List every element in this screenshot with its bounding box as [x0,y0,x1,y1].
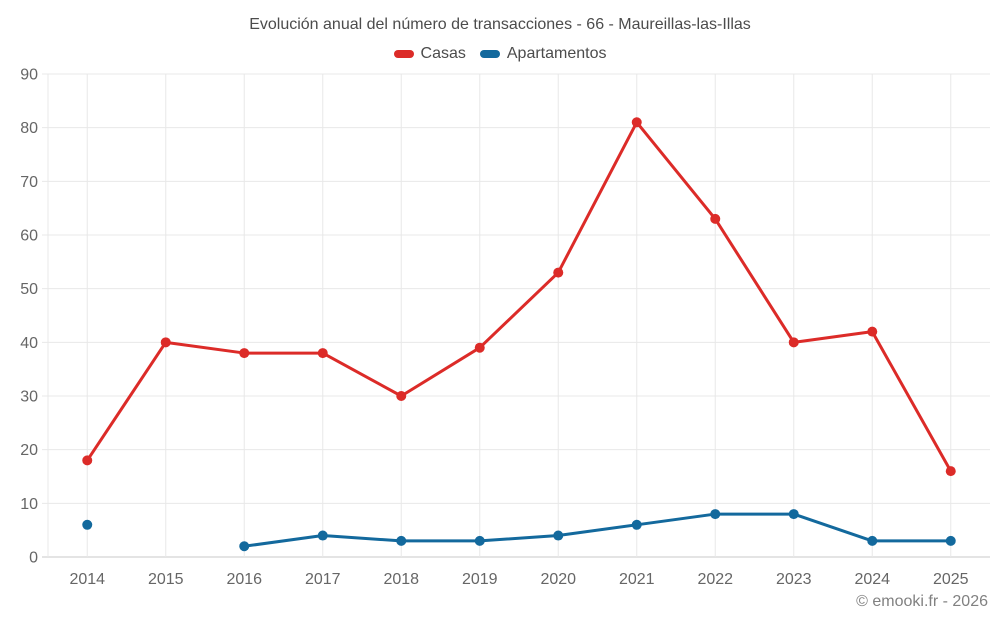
y-tick-label: 30 [20,389,38,406]
y-tick-label: 20 [20,442,38,459]
casas-series-marker [393,50,414,58]
legend-label-casas: Casas [420,45,466,62]
chart-title: Evolución anual del número de transaccio… [249,16,751,33]
series-line-apartamentos [242,512,953,548]
data-point-casas-2021 [631,117,642,128]
data-point-casas-2019 [474,342,485,353]
data-point-casas-2025 [945,466,956,477]
x-tick-label: 2025 [933,571,969,588]
y-tick-label: 40 [20,335,38,352]
x-tick-label: 2017 [305,571,341,588]
data-point-casas-2022 [710,213,721,224]
x-tick-label: 2022 [697,571,733,588]
data-point-casas-2023 [788,337,799,348]
data-point-apartamentos-2016 [239,541,250,552]
data-point-casas-2014 [82,455,93,466]
data-point-apartamentos-2014 [82,519,93,530]
data-point-casas-2015 [160,337,171,348]
data-point-apartamentos-2017 [317,530,328,541]
data-point-apartamentos-2018 [396,535,407,546]
x-tick-label: 2021 [619,571,655,588]
data-point-apartamentos-2024 [867,535,878,546]
y-tick-label: 0 [29,550,38,567]
data-point-casas-2017 [317,348,328,359]
data-point-apartamentos-2025 [945,535,956,546]
x-tick-label: 2015 [148,571,184,588]
y-tick-label: 60 [20,228,38,245]
x-tick-label: 2016 [226,571,262,588]
apartamentos-series-marker [479,50,500,58]
legend-item-apartamentos[interactable]: Apartamentos [479,45,607,63]
data-point-casas-2018 [396,391,407,401]
legend-label-apartamentos: Apartamentos [506,45,607,62]
data-point-apartamentos-2020 [553,530,564,541]
data-point-apartamentos-2023 [788,509,799,520]
y-tick-label: 70 [20,174,38,191]
chart-legend: Casas Apartamentos [0,45,1000,63]
x-tick-label: 2019 [462,571,498,588]
x-tick-label: 2014 [69,571,105,588]
y-tick-label: 10 [20,496,38,513]
data-point-casas-2016 [239,348,250,359]
data-point-apartamentos-2021 [631,519,642,530]
y-tick-label: 90 [20,67,38,84]
data-point-apartamentos-2019 [474,535,485,546]
copyright-text: © emooki.fr - 2026 [856,593,988,610]
data-point-casas-2024 [867,326,878,337]
legend-item-casas[interactable]: Casas [393,45,466,63]
data-point-apartamentos-2022 [710,509,721,520]
x-tick-label: 2020 [540,571,576,588]
y-tick-label: 80 [20,120,38,137]
x-tick-label: 2018 [383,571,419,588]
data-point-casas-2020 [553,267,564,278]
x-tick-label: 2024 [854,571,890,588]
series-line-casas [85,120,953,473]
y-tick-label: 50 [20,281,38,298]
x-tick-label: 2023 [776,571,812,588]
